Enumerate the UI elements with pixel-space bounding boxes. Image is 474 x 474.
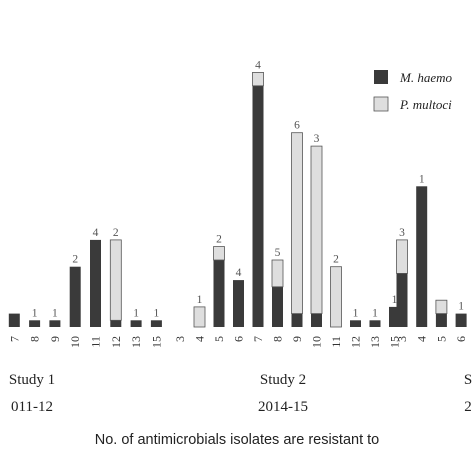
study-years-label: 2014-15 [258,399,308,415]
data-label: 1 [353,307,359,319]
bar-m-haemolytica [455,313,467,327]
data-label: 3 [399,227,405,239]
x-axis-label: No. of antimicrobials isolates are resis… [95,432,380,448]
bar-p-multocida [213,246,225,261]
study-labels-layer: Study 1 011-12 Study 2 2014-15 S 2 [9,372,472,415]
bar-p-multocida [330,266,342,328]
bar-m-haemolytica [110,320,122,327]
x-tick-label: 5 [434,336,448,342]
x-tick-label: 15 [388,336,402,348]
bar-m-haemolytica [389,306,400,327]
data-labels-layer: 1112421112445632111311 [32,59,465,319]
data-label: 1 [52,307,58,319]
legend-label: P. multoci [399,97,452,112]
x-tick-label: 6 [232,336,246,342]
bar-m-haemolytica [369,320,381,327]
x-tick-label: 11 [89,336,103,348]
bar-p-multocida [310,145,323,315]
x-tick-label: 7 [7,336,21,342]
study-name-label: Study 1 [9,372,55,388]
data-label: 2 [72,254,78,266]
bar-m-haemolytica [150,320,162,327]
bar-m-haemolytica [350,320,361,327]
study-name-label: S [464,372,472,388]
x-tick-label: 4 [415,336,429,342]
x-tick-label: 11 [329,336,343,348]
data-label: 1 [458,301,464,313]
bar-p-multocida [109,239,122,321]
bar-p-multocida [435,299,448,315]
x-tick-label: 9 [290,336,304,342]
bars-layer [8,72,467,328]
data-label: 4 [255,59,261,71]
data-label: 4 [236,267,242,279]
data-label: 1 [32,307,38,319]
bar-m-haemolytica [435,313,447,327]
data-label: 2 [113,227,119,239]
data-label: 1 [154,307,160,319]
bar-m-haemolytica [311,313,322,327]
study-years-label: 011-12 [11,399,53,415]
legend: M. haemo P. multoci [373,70,452,112]
data-label: 6 [294,120,300,132]
bar-p-multocida [271,259,284,288]
data-label: 2 [333,254,339,266]
bar-p-multocida [252,72,264,87]
bar-m-haemolytica [29,320,41,327]
x-tick-label: 12 [109,336,123,348]
bar-m-haemolytica [252,85,264,327]
data-label: 4 [93,227,99,239]
bar-m-haemolytica [396,273,408,327]
legend-swatch [373,96,389,112]
x-tick-label: 9 [48,336,62,342]
study-name-label: Study 2 [260,372,306,388]
x-tick-label: 6 [454,336,468,342]
bar-p-multocida [193,306,206,328]
x-tick-label: 10 [68,336,82,348]
x-tick-label: 10 [310,336,324,348]
x-tick-label: 8 [28,336,42,342]
bar-m-haemolytica [272,286,283,327]
bar-m-haemolytica [90,239,101,327]
data-label: 1 [197,294,203,306]
bar-m-haemolytica [49,320,61,327]
x-tick-label: 3 [173,336,187,342]
x-tick-label: 13 [129,336,143,348]
data-label: 1 [372,307,378,319]
bar-m-haemolytica [233,280,244,327]
legend-label: M. haemo [399,70,452,85]
x-tick-label: 3 [395,336,409,342]
data-label: 1 [392,294,398,306]
bar-p-multocida [396,239,408,274]
bar-p-multocida [291,132,303,314]
x-tick-label: 13 [368,336,382,348]
bar-m-haemolytica [213,260,225,327]
x-tick-label: 12 [349,336,363,348]
x-tick-label: 15 [149,336,163,348]
bar-m-haemolytica [8,313,20,327]
bar-m-haemolytica [130,320,142,327]
legend-swatch [374,70,388,84]
bar-m-haemolytica [291,313,303,327]
x-tick-label: 8 [271,336,285,342]
data-label: 1 [133,307,139,319]
data-label: 1 [419,173,425,185]
tick-labels-layer: 7 8 9 10 11 12 13 15 3 4 5 6 7 8 9 10 11 12 13 153 4 5 6 [7,336,468,348]
study-years-label: 2 [464,399,472,415]
bar-m-haemolytica [69,266,81,327]
data-label: 2 [216,234,222,246]
x-tick-label: 7 [251,336,265,342]
x-tick-label: 5 [212,336,226,342]
data-label: 5 [275,247,281,259]
bar-m-haemolytica [416,186,428,327]
x-tick-label: 4 [193,336,207,342]
data-label: 3 [314,133,320,145]
